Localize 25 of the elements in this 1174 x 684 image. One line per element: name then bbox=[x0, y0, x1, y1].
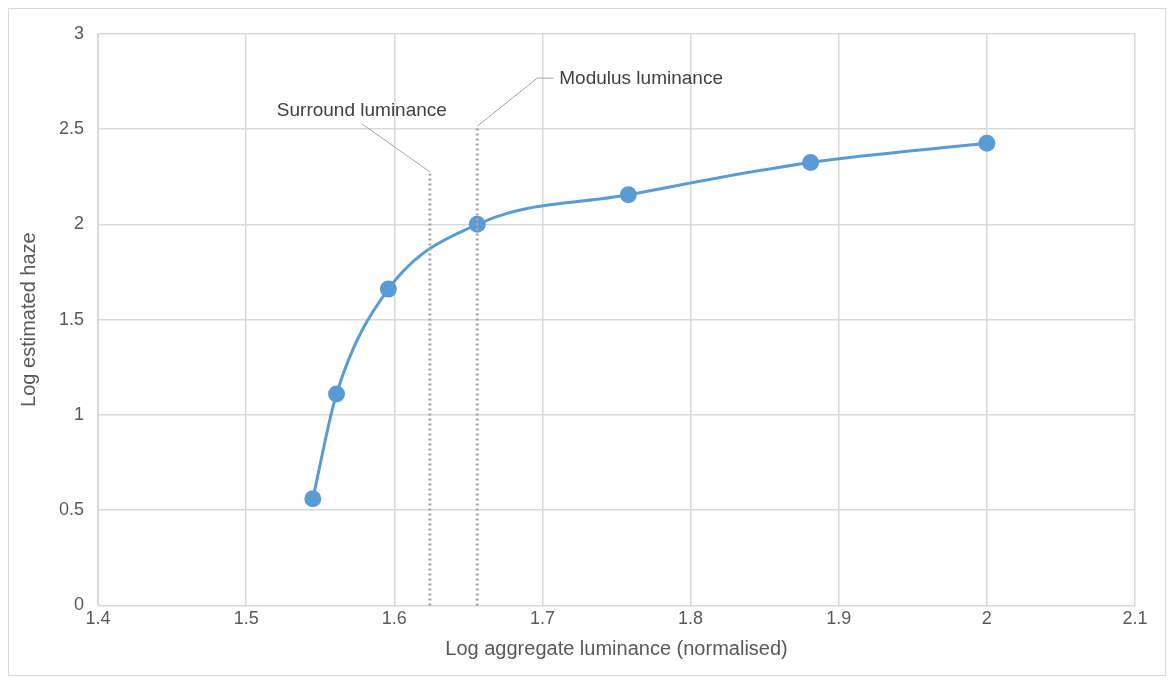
x-tick-label: 1.8 bbox=[678, 608, 704, 629]
y-tick-label: 1 bbox=[74, 403, 85, 424]
y-axis-title: Log estimated haze bbox=[16, 232, 39, 407]
x-tick-label: 2 bbox=[981, 608, 992, 629]
y-tick-label: 2 bbox=[74, 213, 85, 234]
x-tick-label: 2.1 bbox=[1122, 608, 1148, 629]
y-tick-label: 0 bbox=[74, 594, 85, 615]
point bbox=[328, 385, 346, 403]
point bbox=[304, 490, 322, 508]
x-tick-label: 1.9 bbox=[826, 608, 852, 629]
ref-line-label: Surround luminance bbox=[276, 98, 447, 120]
x-tick-label: 1.6 bbox=[381, 608, 407, 629]
point bbox=[978, 134, 996, 152]
y-tick-label: 1.5 bbox=[58, 308, 85, 329]
point bbox=[619, 186, 637, 204]
y-tick-label: 2.5 bbox=[58, 118, 85, 139]
x-tick-label: 1.4 bbox=[85, 608, 111, 629]
y-tick-label: 0.5 bbox=[58, 499, 85, 520]
x-tick-label: 1.7 bbox=[529, 608, 555, 629]
x-tick-label: 1.5 bbox=[233, 608, 259, 629]
x-axis-title: Log aggregate luminance (normalised) bbox=[445, 636, 788, 659]
y-tick-label: 3 bbox=[74, 22, 85, 43]
ref-line-label: Modulus luminance bbox=[559, 66, 723, 88]
point bbox=[802, 153, 820, 171]
point bbox=[379, 280, 397, 298]
